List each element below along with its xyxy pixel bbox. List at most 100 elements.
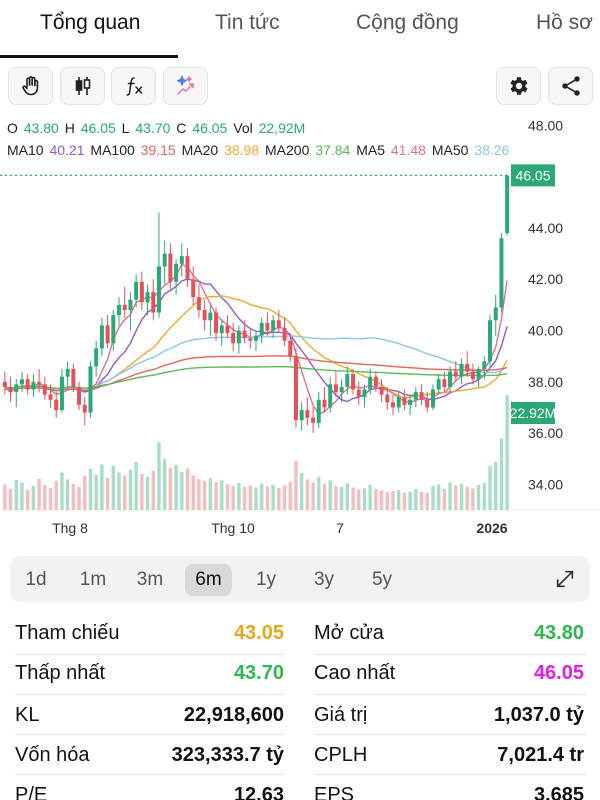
candle-body [8, 386, 13, 393]
candle-body [174, 263, 179, 282]
volume-bar [3, 484, 7, 510]
volume-bar [408, 491, 412, 510]
candle-body [225, 325, 230, 334]
ai-analysis-button[interactable] [163, 67, 208, 105]
candle-body [448, 371, 453, 387]
candle-body [305, 410, 310, 418]
volume-bar [220, 480, 224, 510]
period-1d[interactable]: 1d [25, 569, 47, 590]
candle-body [265, 322, 270, 331]
candle-body [151, 292, 156, 313]
period-6m[interactable]: 6m [185, 564, 232, 596]
volume-bar [476, 484, 481, 510]
price-chart[interactable]: 48.00 44.00 42.00 40.00 38.00 36.00 34.00 46.05… [0, 110, 600, 550]
candle-body [2, 381, 7, 387]
ma100-label: MA100 [90, 142, 135, 158]
gear-icon [509, 77, 528, 95]
volume-bar [494, 461, 498, 510]
candle-body [351, 374, 356, 390]
divider [314, 654, 586, 655]
candle-body [385, 394, 390, 403]
candle-body [242, 330, 247, 339]
candle-body [465, 363, 470, 372]
candle-body [179, 256, 184, 264]
y-axis-label: 38.00 [528, 374, 563, 390]
period-1y[interactable]: 1y [255, 569, 277, 590]
candle-body [14, 384, 19, 393]
volume-bar [499, 438, 504, 510]
volume-bar [225, 484, 230, 510]
tab-profile[interactable]: Hồ sơ [536, 11, 593, 34]
volume-bar [185, 468, 190, 510]
candle-body [390, 402, 395, 408]
tab-community[interactable]: Cộng đồng [356, 11, 459, 34]
candle-body [162, 253, 167, 267]
candle-body [134, 281, 139, 300]
period-1m[interactable]: 1m [79, 569, 107, 590]
period-5y[interactable]: 5y [371, 569, 393, 590]
volume-bar [402, 492, 407, 510]
settings-button[interactable] [496, 67, 541, 105]
candle-body [19, 379, 24, 385]
candle-body [208, 312, 213, 321]
volume-bar [288, 481, 292, 510]
volume-bar [88, 468, 93, 510]
volume-bar [231, 485, 235, 510]
candle-body [231, 333, 236, 344]
candle-body [139, 281, 144, 303]
divider [314, 734, 586, 735]
candlestick-icon [75, 77, 90, 95]
volume-bar [202, 480, 207, 510]
expand-icon[interactable] [554, 568, 576, 590]
divider [15, 774, 285, 775]
chart-type-button[interactable] [60, 67, 105, 105]
candle-body [430, 389, 435, 408]
volume-bar [425, 492, 429, 510]
volume-bar [111, 465, 116, 510]
candle-body [408, 399, 413, 405]
period-3y[interactable]: 3y [313, 569, 335, 590]
period-selector: 1d 1m 3m 6m 1y 3y 5y [10, 556, 590, 602]
candle-body [248, 338, 253, 341]
volume-bar [237, 482, 241, 510]
candle-body [48, 394, 53, 400]
close-label: C [176, 120, 187, 136]
ma10-value: 40.21 [49, 142, 85, 158]
volume-bar [123, 475, 127, 510]
share-button[interactable] [548, 67, 593, 105]
volume-bar [134, 461, 138, 510]
volume-bar [414, 488, 418, 510]
hand-tool-button[interactable] [8, 67, 53, 105]
volume-bar [248, 485, 253, 510]
candle-body [271, 320, 276, 331]
volume-bar [259, 483, 264, 510]
candle-body [31, 381, 36, 390]
tab-overview[interactable]: Tổng quan [40, 11, 141, 34]
volume-bar [436, 484, 441, 510]
ohlc-readout: O 43.80 H 46.05 L 43.70 C 46.05 Vol 22,9… [7, 120, 307, 136]
candle-body [105, 325, 110, 344]
stat-value-pe: 12.63 [233, 784, 284, 800]
volume-bar [277, 487, 281, 510]
open-value: 43.80 [23, 120, 59, 136]
last-price-tag [511, 164, 555, 187]
stat-value-open: 43.80 [533, 622, 584, 644]
volume-bar [282, 485, 287, 510]
volume-bar [214, 482, 218, 510]
stat-value-high: 46.05 [533, 662, 584, 684]
volume-value: 22,92M [258, 120, 306, 136]
tab-news[interactable]: Tin tức [215, 11, 280, 34]
candle-body [156, 266, 161, 313]
volume-bar [419, 491, 424, 510]
volume-bar [191, 475, 195, 510]
candle-body [419, 392, 424, 400]
ma-readout: MA10 40.21 MA100 39.15 MA20 38.98 MA200 … [7, 142, 511, 158]
period-3m[interactable]: 3m [136, 569, 164, 590]
volume-bar [174, 464, 178, 510]
candle-body [185, 256, 190, 280]
active-tab-indicator [0, 55, 178, 58]
volume-bar [294, 460, 298, 510]
ma10-label: MA10 [7, 142, 44, 158]
volume-bar [311, 482, 315, 510]
indicator-button[interactable] [111, 67, 156, 105]
